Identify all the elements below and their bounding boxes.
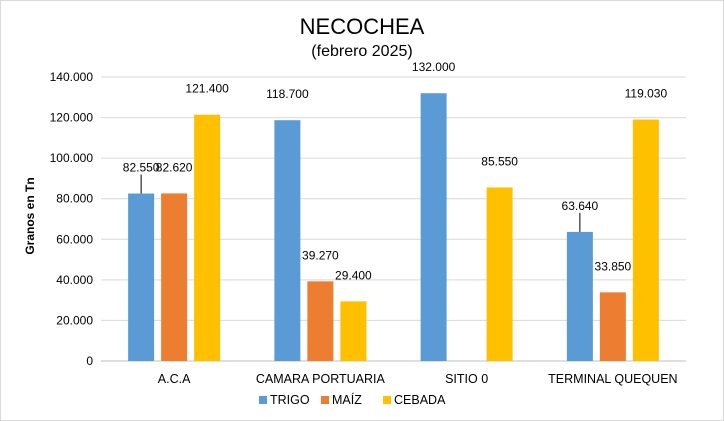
data-label: 132.000 [412, 60, 456, 74]
category-label: TERMINAL QUEQUEN [548, 372, 677, 386]
y-tick-label: 60.000 [56, 232, 93, 246]
category-label: A.C.A [158, 372, 191, 386]
data-label: 63.640 [562, 199, 599, 213]
y-tick-label: 40.000 [56, 273, 93, 287]
bar-cebada [632, 119, 659, 361]
y-tick-label: 0 [86, 354, 93, 368]
data-label: 82.620 [156, 160, 193, 174]
legend-swatch [383, 396, 391, 404]
legend-swatch [321, 396, 329, 404]
category-label: CAMARA PORTUARIA [256, 372, 386, 386]
y-tick-label: 20.000 [56, 313, 93, 327]
data-label: 118.700 [266, 87, 309, 101]
y-tick-label: 140.000 [50, 70, 94, 84]
y-axis-label: Granos en Tn [23, 177, 37, 254]
bar-trigo [274, 120, 301, 361]
bar-cebada [486, 187, 513, 361]
bar-cebada [340, 301, 367, 361]
chart-title: NECOCHEA [300, 14, 425, 39]
data-label: 119.030 [625, 87, 668, 101]
bar-maíz [307, 281, 334, 361]
y-tick-label: 120.000 [50, 111, 94, 125]
y-tick-label: 100.000 [50, 151, 94, 165]
bar-cebada [194, 114, 221, 361]
legend-label: MAÍZ [332, 392, 362, 407]
bar-maíz [599, 292, 626, 361]
legend-label: TRIGO [270, 393, 310, 407]
bars [128, 93, 659, 361]
legend-swatch [259, 396, 267, 404]
legend-label: CEBADA [394, 393, 446, 407]
y-tick-label: 80.000 [56, 192, 93, 206]
data-label: 33.850 [595, 259, 632, 273]
chart-subtitle: (febrero 2025) [311, 43, 412, 60]
data-label: 82.550 [123, 161, 160, 175]
data-label: 29.400 [335, 268, 372, 282]
data-label: 39.270 [302, 248, 339, 262]
data-label: 85.550 [481, 154, 518, 168]
y-tick-labels: 0 20.000 40.000 60.000 80.000 100.000 120.000 1… [50, 70, 94, 368]
bar-trigo [420, 93, 447, 361]
data-label: 121.400 [185, 82, 229, 96]
bar-maíz [161, 193, 188, 361]
category-label: SITIO 0 [445, 372, 488, 386]
gridlines [101, 76, 686, 362]
bar-trigo [128, 193, 155, 361]
bar-trigo [566, 231, 593, 361]
legend: TRIGO MAÍZ CEBADA [259, 392, 446, 407]
category-labels: A.C.A CAMARA PORTUARIA SITIO 0 TERMINAL QUE… [158, 372, 678, 386]
